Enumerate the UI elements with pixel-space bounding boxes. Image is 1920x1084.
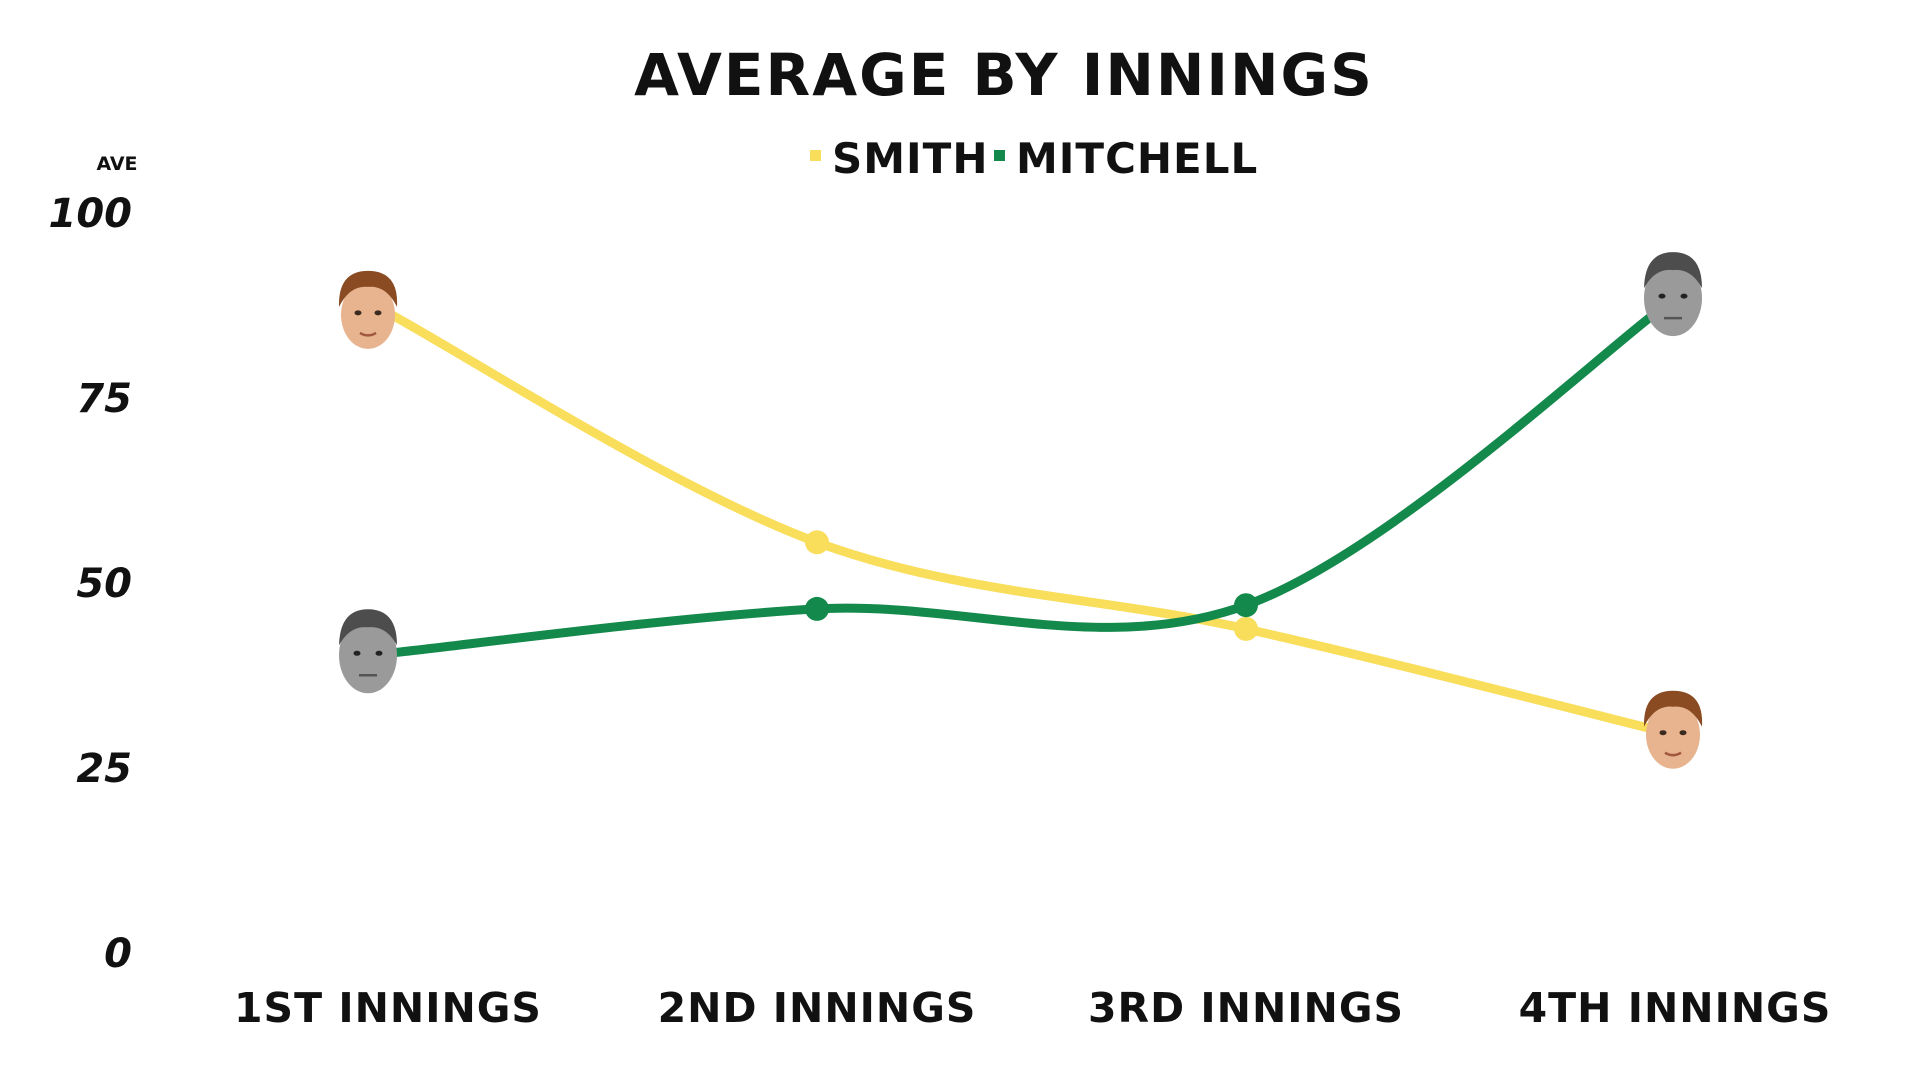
data-point — [1234, 616, 1258, 641]
x-axis-ticks: 1ST INNINGS 2ND INNINGS 3RD INNINGS 4TH INN… — [234, 984, 1832, 1032]
y-tick-label: 0 — [104, 931, 132, 977]
legend-item: SMITH — [810, 134, 988, 183]
series-line — [383, 293, 1680, 658]
x-tick-label: 2ND INNINGS — [658, 984, 977, 1032]
legend-swatch — [994, 150, 1005, 161]
data-point — [805, 530, 829, 555]
face-icon — [1643, 690, 1703, 769]
face-icon — [1644, 252, 1702, 337]
legend-label: SMITH — [832, 134, 988, 183]
x-tick-label: 3RD INNINGS — [1088, 984, 1404, 1032]
y-tick-label: 25 — [76, 746, 132, 792]
legend: SMITH MITCHELL — [810, 134, 1258, 183]
y-axis-label: AVE — [96, 153, 137, 175]
y-tick-label: 100 — [49, 191, 133, 237]
y-tick-label: 50 — [76, 561, 132, 607]
legend-swatch — [810, 150, 821, 161]
y-axis-ticks: 0 25 50 75 100 — [49, 191, 133, 977]
face-icon — [339, 609, 397, 694]
legend-item: MITCHELL — [994, 134, 1258, 183]
x-tick-label: 1ST INNINGS — [234, 984, 542, 1032]
series-line — [383, 308, 1680, 740]
face-icon — [338, 270, 398, 349]
legend-label: MITCHELL — [1016, 134, 1258, 183]
y-tick-label: 75 — [76, 376, 132, 422]
face-markers — [338, 252, 1703, 769]
x-tick-label: 4TH INNINGS — [1519, 984, 1832, 1032]
chart-title: AVERAGE BY INNINGS — [634, 41, 1374, 109]
data-point — [1234, 593, 1258, 618]
series-lines — [383, 293, 1680, 740]
data-point — [805, 596, 829, 621]
